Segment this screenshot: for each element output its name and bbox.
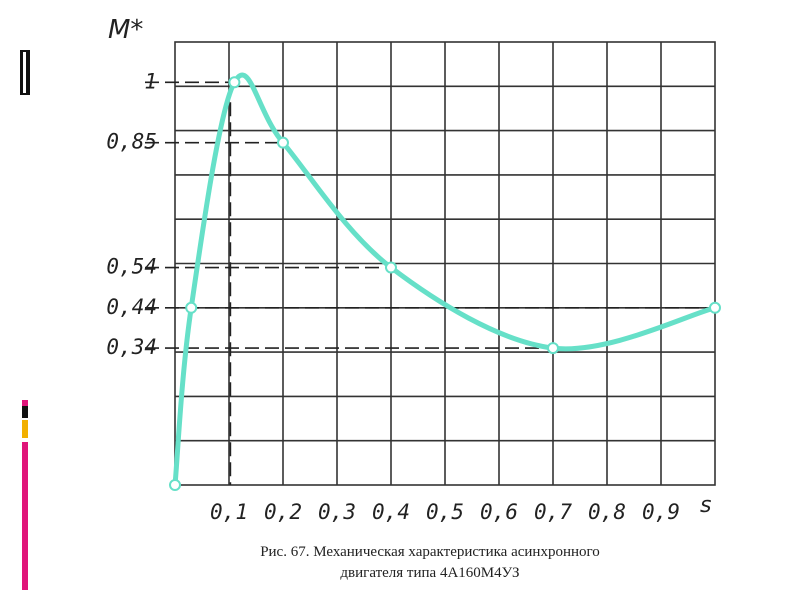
point — [709, 301, 721, 314]
x-tick-label: 0,2 — [264, 500, 302, 524]
side-decoration — [22, 406, 28, 418]
x-tick-label: 0,3 — [318, 500, 356, 524]
side-decoration — [22, 442, 28, 590]
x-tick-label: 0,8 — [588, 500, 626, 524]
x-axis-label: s — [700, 493, 711, 518]
side-decoration — [23, 52, 26, 93]
caption: Рис. 67. Механическая характеристика аси… — [260, 544, 600, 560]
x-tick-label: 0,6 — [480, 500, 518, 524]
y-tick-label: 0,85 — [106, 130, 157, 154]
y-tick-label: 0,54 — [106, 255, 157, 279]
caption: двигателя типа 4А160М4УЗ — [340, 565, 519, 581]
y-tick-label: 1 — [144, 69, 157, 93]
x-tick-label: 0,5 — [426, 500, 464, 524]
y-tick-label: 0,44 — [106, 295, 157, 319]
point — [228, 76, 241, 89]
x-tick-label: 0,1 — [210, 500, 248, 524]
x-tick-label: 0,4 — [372, 500, 410, 524]
point — [169, 479, 181, 491]
y-axis-label: M* — [108, 15, 143, 45]
x-tick-label: 0,7 — [534, 500, 572, 524]
y-tick-label: 0,34 — [106, 335, 157, 359]
side-decoration — [22, 420, 28, 438]
x-tick-label: 0,9 — [642, 500, 680, 524]
point — [385, 261, 397, 274]
point — [547, 342, 559, 355]
point — [277, 136, 289, 149]
point — [185, 301, 198, 314]
